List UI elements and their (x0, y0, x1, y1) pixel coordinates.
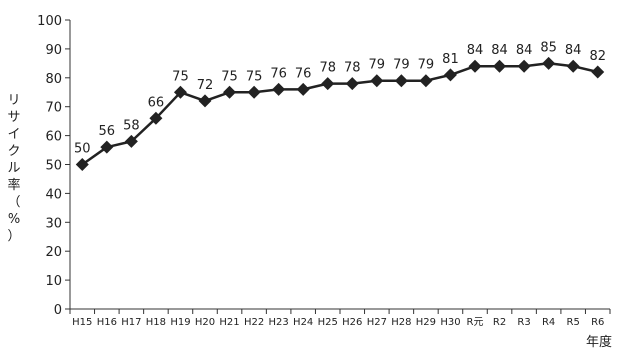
data-point-marker (124, 134, 138, 148)
x-tick-label: R6 (591, 317, 604, 328)
x-tick-label: R2 (493, 317, 506, 328)
y-axis-label-char: （ (7, 195, 20, 210)
data-point-marker (223, 85, 237, 99)
x-tick-label: H21 (219, 317, 239, 328)
y-axis-label-char: ク (7, 144, 20, 159)
y-tick-label: 70 (45, 101, 62, 116)
data-label: 78 (344, 61, 361, 76)
data-label: 75 (221, 69, 238, 84)
y-tick-label: 20 (45, 245, 62, 260)
data-point-marker (517, 59, 531, 73)
data-point-marker (173, 85, 187, 99)
data-label: 75 (172, 69, 189, 84)
data-point-marker (566, 59, 580, 73)
x-tick-label: R元 (467, 317, 484, 328)
x-tick-label: H25 (318, 317, 338, 328)
data-point-marker (198, 94, 212, 108)
x-tick-label: H30 (440, 317, 460, 328)
x-tick-label: H17 (121, 317, 141, 328)
x-tick-label: H20 (195, 317, 215, 328)
x-axis-ticks: H15 H16 H17 H18 H19 H20 H21 H22 H23 H24 H25 H26 H27 H… (69, 309, 611, 328)
data-point-marker (296, 82, 310, 96)
y-tick-label: 100 (37, 14, 62, 29)
data-label: 56 (99, 124, 116, 139)
y-tick-label: 0 (54, 303, 62, 318)
data-point-marker (468, 59, 482, 73)
data-point-marker (394, 74, 408, 88)
y-tick-label: 90 (45, 43, 62, 58)
y-axis-ticks: 0 10 20 30 40 50 60 70 80 90 100 (37, 14, 70, 318)
y-axis-label-char: リ (7, 93, 20, 108)
x-tick-label: H28 (391, 317, 411, 328)
data-label: 50 (74, 142, 91, 157)
data-point-marker (542, 56, 556, 70)
x-tick-label: R5 (567, 317, 580, 328)
data-label: 75 (246, 69, 263, 84)
data-label: 66 (148, 95, 165, 110)
data-label: 82 (589, 49, 606, 64)
data-point-marker (100, 140, 114, 154)
x-tick-label: H26 (342, 317, 362, 328)
data-point-marker (272, 82, 286, 96)
y-axis-label-char: ル (7, 161, 20, 176)
x-tick-label: H16 (97, 317, 117, 328)
data-point-marker (149, 111, 163, 125)
y-axis-label-char: 率 (7, 177, 20, 193)
series-line (81, 62, 598, 166)
x-tick-label: R3 (517, 317, 530, 328)
data-label: 84 (516, 43, 533, 58)
data-point-marker (493, 59, 507, 73)
data-point-marker (247, 85, 261, 99)
data-label: 76 (270, 66, 287, 81)
data-labels: 50 56 58 66 75 72 75 75 76 76 78 78 79 79 79 81 84 84 84 85… (74, 40, 606, 156)
y-axis-label-char: ） (7, 229, 20, 244)
x-tick-label: H15 (72, 317, 92, 328)
data-label: 79 (418, 58, 435, 73)
x-tick-label: H29 (416, 317, 436, 328)
data-label: 79 (369, 58, 386, 73)
x-tick-label: H24 (293, 317, 313, 328)
data-point-marker (321, 77, 335, 91)
data-markers (75, 56, 605, 171)
y-axis-label-char: サ (7, 110, 20, 125)
data-point-marker (419, 74, 433, 88)
y-tick-label: 30 (45, 216, 62, 231)
data-label: 76 (295, 66, 312, 81)
y-tick-label: 50 (45, 159, 62, 174)
data-label: 84 (565, 43, 582, 58)
y-tick-label: 10 (45, 274, 62, 289)
x-tick-label: H22 (244, 317, 264, 328)
x-tick-label: R4 (542, 317, 555, 328)
data-point-marker (591, 65, 605, 79)
data-point-marker (345, 77, 359, 91)
y-axis-label-char: イ (7, 127, 20, 142)
data-point-marker (75, 158, 89, 171)
data-label: 78 (319, 61, 336, 76)
data-label: 72 (197, 78, 214, 93)
y-axis-label-char: % (8, 212, 20, 227)
data-label: 58 (123, 118, 140, 133)
y-tick-label: 80 (45, 72, 62, 87)
x-axis-label: 年度 (586, 334, 612, 350)
data-label: 84 (467, 43, 484, 58)
data-label: 84 (491, 43, 508, 58)
x-tick-label: H27 (367, 317, 387, 328)
y-tick-label: 60 (45, 130, 62, 145)
data-point-marker (443, 68, 457, 82)
x-tick-label: H18 (146, 317, 166, 328)
x-tick-label: H23 (269, 317, 289, 328)
data-label: 81 (442, 52, 459, 67)
x-tick-label: H19 (170, 317, 190, 328)
data-label: 85 (540, 40, 557, 55)
data-label: 79 (393, 58, 410, 73)
y-tick-label: 40 (45, 187, 62, 202)
data-point-marker (370, 74, 384, 88)
